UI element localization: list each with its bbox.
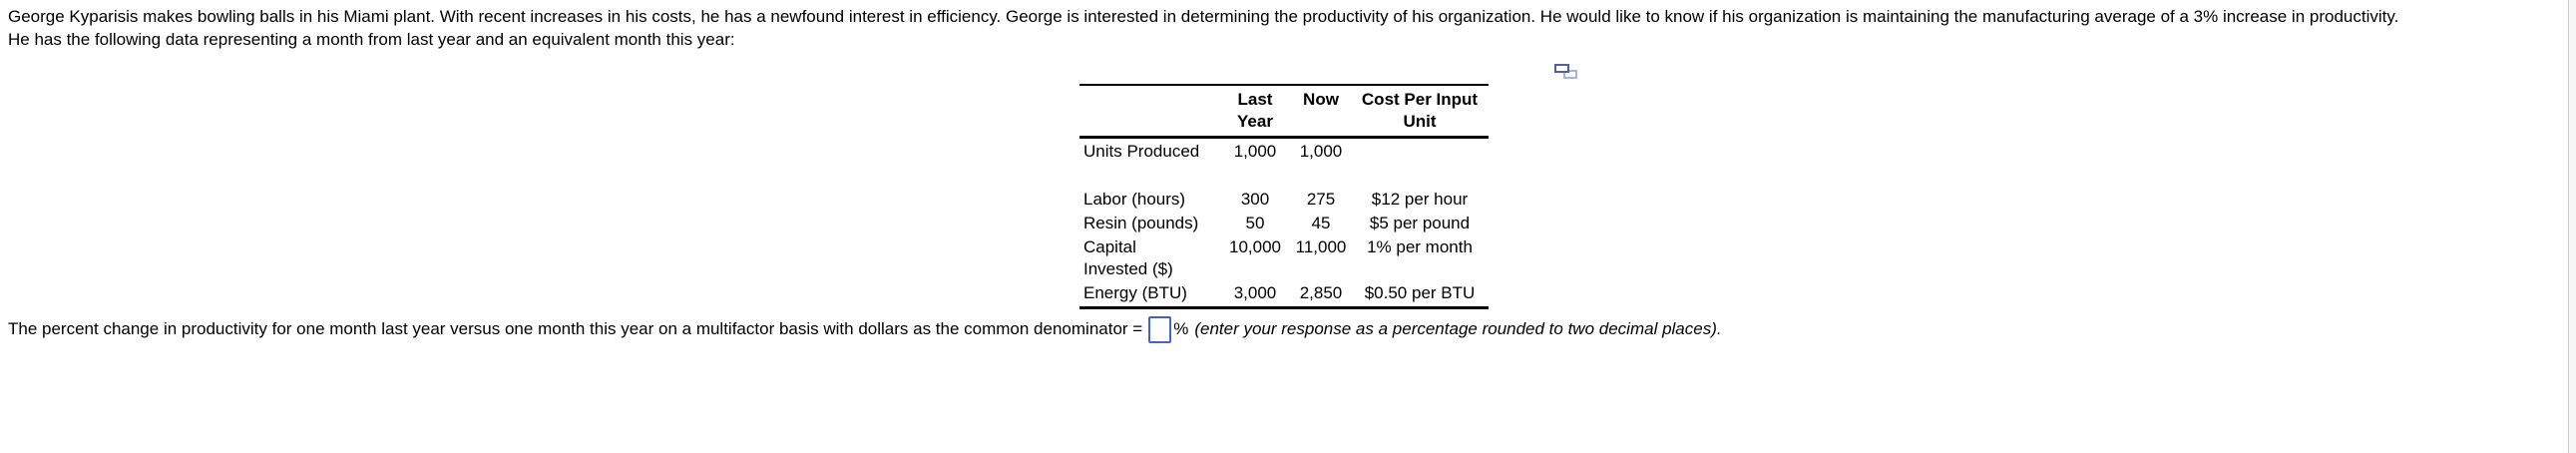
data-table: Last Year Now Cost Per Input Unit Units … xyxy=(1079,84,1489,309)
table-row-resin: Resin (pounds) 50 45 $5 per pound xyxy=(1079,212,1489,235)
problem-statement-line2: He has the following data representing a… xyxy=(8,30,735,49)
row-label: Units Produced xyxy=(1083,142,1200,161)
problem-statement-line1: George Kyparisis makes bowling balls in … xyxy=(8,7,2399,26)
problem-statement: George Kyparisis makes bowling balls in … xyxy=(8,5,2398,51)
now-value: 275 xyxy=(1306,190,1336,209)
cost-value: $0.50 per BTU xyxy=(1364,283,1476,302)
vertical-scrollbar[interactable] xyxy=(2568,0,2576,453)
percent-sign: % xyxy=(1173,319,1189,338)
cost-value: 1% per month xyxy=(1367,237,1473,256)
cost-value xyxy=(1351,138,1489,165)
now-value: 11,000 xyxy=(1295,237,1347,256)
now-value: 1,000 xyxy=(1299,142,1343,161)
row-label: Capital Invested ($) xyxy=(1083,237,1173,278)
answer-input[interactable] xyxy=(1148,315,1172,343)
col-header-blank xyxy=(1079,85,1219,139)
last-year-value: 300 xyxy=(1240,190,1270,209)
row-label: Resin (pounds) xyxy=(1083,214,1199,232)
col-header-now: Now xyxy=(1291,85,1351,139)
table-row-labor: Labor (hours) 300 275 $12 per hour xyxy=(1079,188,1489,212)
table-row-units-produced: Units Produced 1,000 1,000 xyxy=(1079,138,1489,165)
cost-value: $5 per pound xyxy=(1369,214,1471,232)
copy-table-icon-front-rect xyxy=(1554,64,1569,73)
row-label: Labor (hours) xyxy=(1083,190,1186,209)
table-row-capital-invested: Capital Invested ($) 10,000 11,000 1% pe… xyxy=(1079,235,1489,281)
table-row-energy: Energy (BTU) 3,000 2,850 $0.50 per BTU xyxy=(1079,281,1489,308)
col-header-cost-per-input-unit: Cost Per Input Unit xyxy=(1351,85,1489,139)
question-line: The percent change in productivity for o… xyxy=(8,312,1722,346)
answer-format-hint: (enter your response as a percentage rou… xyxy=(1194,319,1722,338)
now-value: 2,850 xyxy=(1299,283,1343,302)
cost-value: $12 per hour xyxy=(1371,190,1469,209)
table-header-row: Last Year Now Cost Per Input Unit xyxy=(1079,85,1489,139)
copy-table-icon[interactable] xyxy=(1554,64,1580,86)
col-header-last-year: Last Year xyxy=(1219,85,1291,139)
last-year-value: 3,000 xyxy=(1233,283,1277,302)
row-label: Energy (BTU) xyxy=(1083,283,1187,302)
now-value: 45 xyxy=(1311,214,1331,232)
last-year-value: 1,000 xyxy=(1233,142,1277,161)
data-table-container: Last Year Now Cost Per Input Unit Units … xyxy=(1079,84,1489,309)
table-spacer-row xyxy=(1079,164,1489,188)
spacer-cell xyxy=(1079,164,1489,188)
last-year-value: 10,000 xyxy=(1229,237,1281,256)
question-text: The percent change in productivity for o… xyxy=(8,319,1143,338)
copy-table-icon-back-rect xyxy=(1563,70,1577,79)
last-year-value: 50 xyxy=(1245,214,1265,232)
